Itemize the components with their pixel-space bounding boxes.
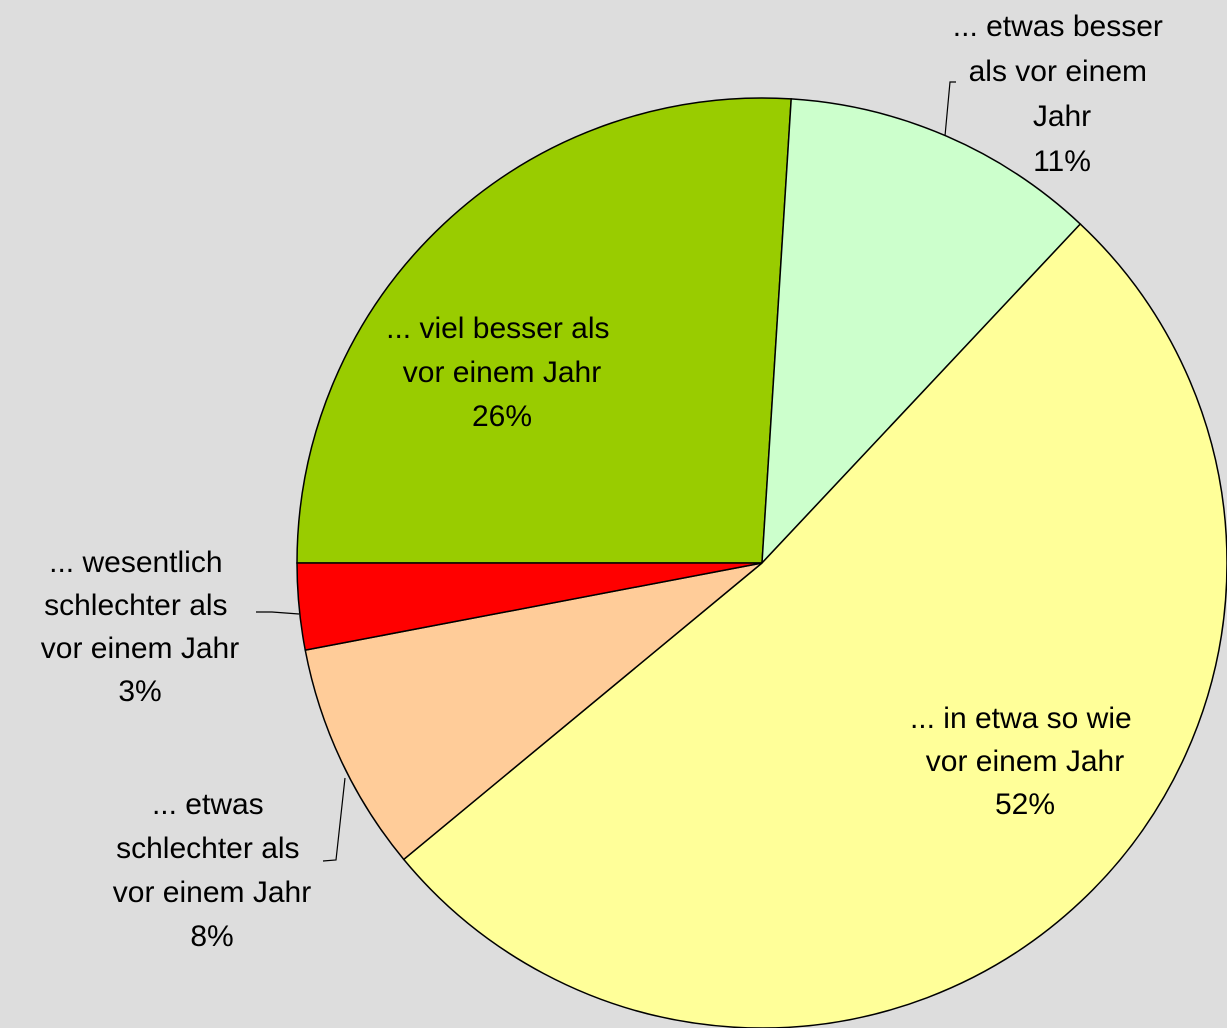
leader-line xyxy=(944,81,956,137)
value-label: 52% xyxy=(995,788,1055,821)
slice-label: ... etwas besser als vor einem Jahr xyxy=(953,10,1171,133)
pie-slice xyxy=(761,98,1082,566)
slice-label: ... etwas schlechter als vor einem Jahr xyxy=(113,788,311,909)
value-label: 11% xyxy=(1033,145,1091,178)
leader-line xyxy=(256,611,300,615)
slice-label: ... in etwa so wie vor einem Jahr xyxy=(910,702,1140,778)
slice-label: ... viel besser als vor einem Jahr xyxy=(386,312,618,389)
leader-line xyxy=(322,777,346,862)
pie-slice xyxy=(304,562,763,861)
pie-slice xyxy=(296,97,792,564)
value-label: 8% xyxy=(190,920,233,953)
pie-slice xyxy=(402,222,1227,1028)
value-label: 26% xyxy=(472,400,532,433)
slice-label: ... wesentlich schlechter als vor einem … xyxy=(41,546,239,665)
value-label: 3% xyxy=(118,675,161,708)
pie-slice xyxy=(296,562,763,652)
